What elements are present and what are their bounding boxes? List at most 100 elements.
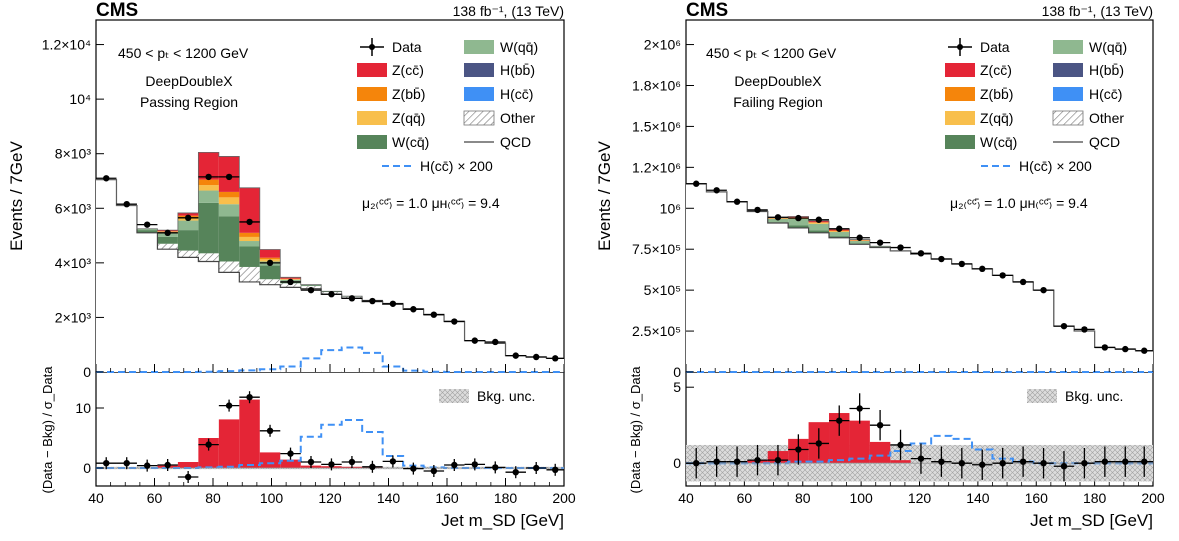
tagger-label: DeepDoubleX (734, 73, 822, 89)
bar-qcd (198, 261, 219, 372)
data-point (533, 353, 540, 361)
ratio-point (348, 458, 356, 466)
bar-wqq (218, 204, 240, 217)
data-point (1060, 322, 1068, 330)
ratio-point (1122, 458, 1129, 465)
legend-wcq-swatch (357, 135, 387, 149)
ratio-point (266, 427, 274, 434)
ratio-point (693, 460, 700, 467)
data-point (184, 214, 192, 222)
ratio-point (164, 461, 171, 469)
y-tick-label: 1.8×10⁶ (632, 77, 681, 93)
bar-qcd (300, 288, 322, 372)
ratio-point (246, 394, 253, 401)
y-tick-label: 2×10⁶ (644, 37, 681, 53)
x-tick-label: 120 (908, 490, 932, 506)
region-label: Failing Region (733, 94, 823, 110)
cms-label: CMS (96, 0, 138, 21)
legend: Data Z(cc̄) Z(bb̄) Z(qq̄) W(cq̄) W(qq̄) … (945, 38, 1127, 174)
bar-qcd (239, 281, 260, 372)
ratio-point (774, 456, 782, 464)
bar-zcc (198, 152, 219, 180)
ratio-point (938, 458, 945, 465)
data-point (205, 173, 212, 181)
ratio-point (856, 405, 863, 412)
ratio-point (1040, 460, 1047, 467)
data-point (754, 206, 761, 214)
data-point (225, 173, 233, 181)
legend: Data Z(cc̄) Z(bb̄) Z(qq̄) W(cq̄) W(qq̄) … (357, 38, 538, 174)
bar-qcd (1115, 349, 1136, 372)
legend-zcc-label: Z(cc̄) (980, 62, 1012, 78)
bar-qcd (362, 301, 383, 372)
bar-wqq (869, 246, 891, 248)
data-point (897, 244, 904, 251)
data-point (512, 352, 519, 359)
bar-wcq (218, 216, 240, 262)
ratio-signal-line (96, 419, 564, 469)
ratio-point (1141, 458, 1148, 465)
bar-qcd (96, 179, 117, 372)
data-point (348, 295, 356, 302)
bar-qcd (992, 275, 1013, 372)
data-point (389, 300, 397, 307)
bar-wcq (177, 230, 199, 251)
legend-wcq-swatch (945, 135, 975, 149)
ratio-point (533, 464, 540, 472)
legend-zbb-label: Z(bb̄) (980, 86, 1013, 102)
legend-hbb-label: H(bb̄) (1089, 62, 1124, 78)
data-point (733, 198, 741, 205)
legend-wcq-label: W(cq̄) (392, 134, 429, 150)
legend-zqq-label: Z(qq̄) (980, 110, 1013, 126)
ratio-point (733, 458, 741, 465)
lumi-label: 138 fb⁻¹, (13 TeV) (1042, 3, 1153, 19)
ratio-point (917, 455, 925, 462)
bar-qcd (951, 263, 973, 372)
x-tick-label: 100 (849, 490, 873, 506)
legend-hcc-label: H(cc̄) (500, 86, 533, 102)
x-tick-label: 40 (88, 490, 104, 506)
bar-qcd (747, 211, 768, 372)
bar-zbb (218, 191, 240, 198)
ratio-point (999, 460, 1006, 467)
data-point (979, 265, 986, 273)
data-point (410, 306, 417, 313)
legend-zcc-swatch (357, 63, 387, 77)
legend-unc-label: Bkg. unc. (477, 388, 535, 404)
bar-qcd (403, 309, 424, 372)
ratio-bar-zcc (259, 452, 281, 468)
data-point (103, 175, 110, 182)
ratio-plot-area: 40 60 80 100 120 140 160 180 200 0 5 (673, 379, 1165, 506)
bar-qcd (546, 358, 564, 372)
x-tick-label: 180 (1083, 490, 1107, 506)
data-point (430, 311, 438, 318)
y-tick-label: 2.5×10⁵ (632, 323, 681, 339)
ratio-point (1081, 460, 1088, 467)
bar-zcc (280, 277, 301, 279)
bar-zbb (198, 179, 219, 186)
bar-qcd (829, 237, 850, 372)
data-point (836, 225, 843, 232)
data-point (552, 355, 559, 362)
lumi-label: 138 fb⁻¹, (13 TeV) (453, 3, 564, 19)
legend-wqq-swatch (464, 40, 494, 54)
bar-wqq (198, 190, 219, 203)
bar-zcc (177, 212, 199, 216)
legend-other-swatch (1052, 110, 1084, 126)
bar-qcd (177, 257, 199, 372)
bar-other (198, 253, 219, 262)
data-point (1019, 278, 1027, 286)
y-tick-label: 1.2×10⁴ (42, 37, 91, 53)
data-point (1141, 347, 1148, 354)
x-tick-label: 200 (552, 490, 576, 506)
bar-wcq (829, 236, 850, 238)
bar-wqq (849, 241, 870, 244)
ratio-point (1060, 463, 1068, 470)
x-tick-label: 140 (377, 490, 401, 506)
bar-other (259, 279, 281, 285)
ratio-point (225, 402, 233, 409)
data-point (307, 286, 315, 294)
ratio-bar-zcc (890, 460, 911, 464)
bar-wqq (808, 223, 830, 231)
legend-wqq-label: W(qq̄) (500, 39, 538, 55)
